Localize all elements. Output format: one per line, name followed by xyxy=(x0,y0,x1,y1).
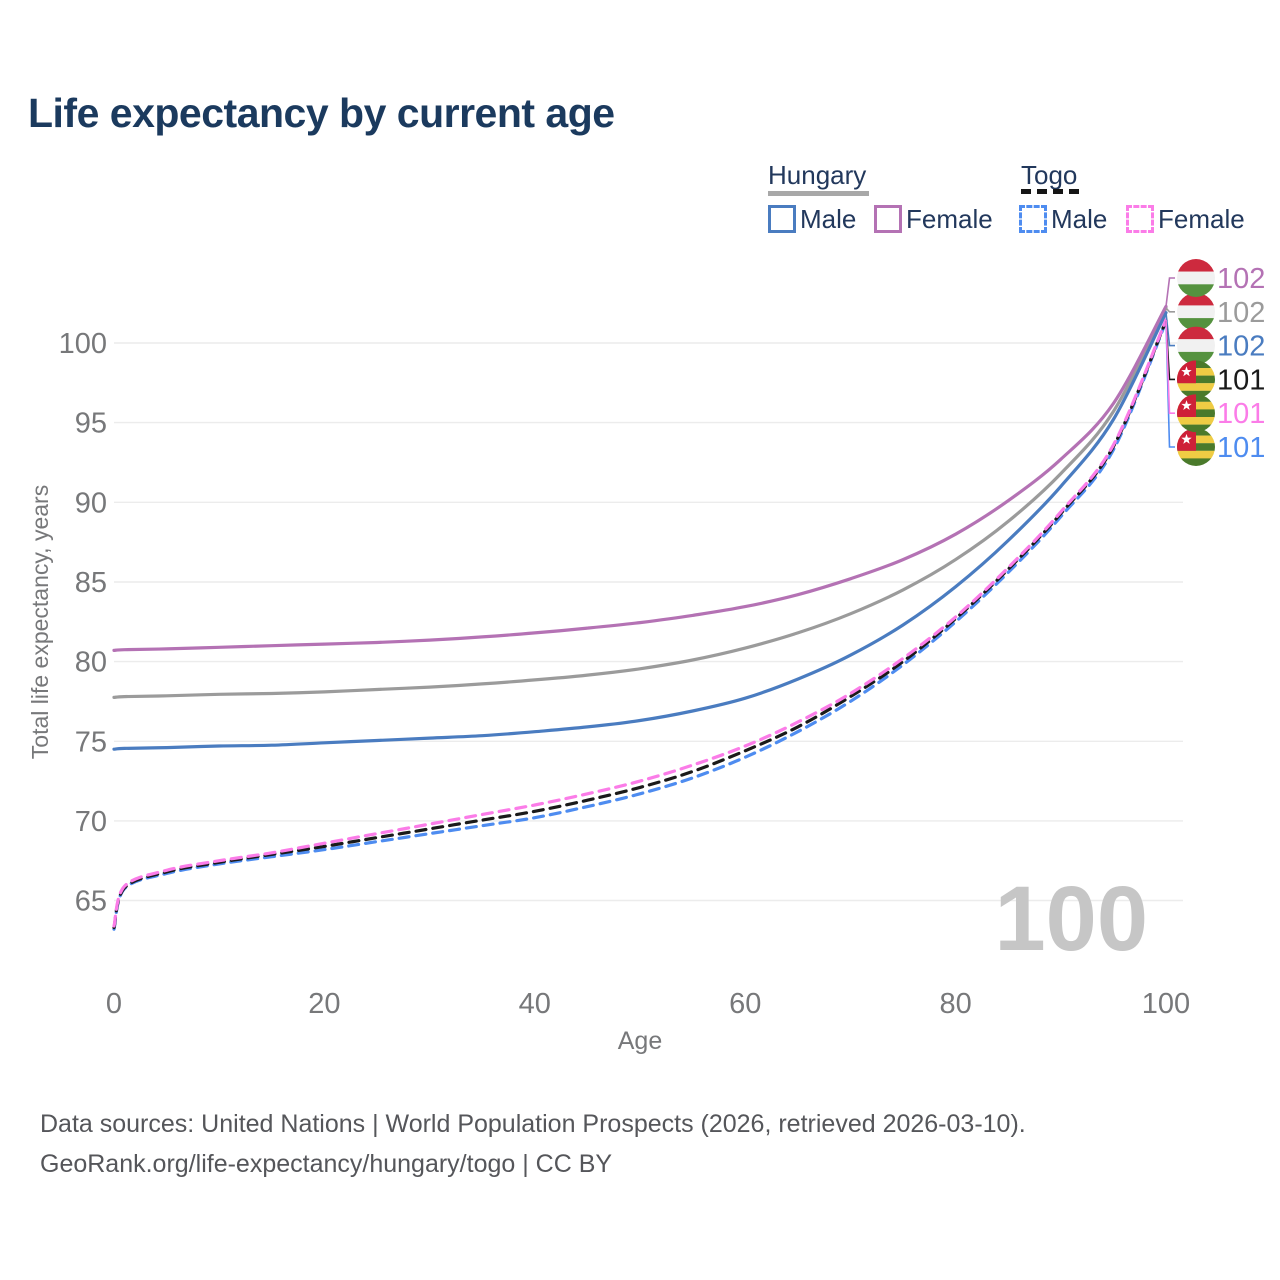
svg-text:100: 100 xyxy=(59,328,107,360)
hungary-solid-line-swatch xyxy=(768,191,869,196)
legend-item-hungary-male[interactable]: Male xyxy=(800,204,857,234)
svg-text:80: 80 xyxy=(939,988,971,1020)
flag-hungary-icon xyxy=(1177,259,1215,297)
svg-text:75: 75 xyxy=(75,726,107,758)
svg-text:80: 80 xyxy=(75,647,107,679)
page-title: Life expectancy by current age xyxy=(28,90,615,136)
flag-hungary-icon xyxy=(1177,326,1215,365)
data-sources-note: Data sources: United Nations | World Pop… xyxy=(40,1110,1026,1138)
series-line-togo-male[interactable] xyxy=(112,319,1168,931)
series-line-hungary-female[interactable] xyxy=(112,304,1168,652)
end-value-label: 101 xyxy=(1217,364,1265,396)
y-axis-ticks: 65 70 75 80 85 90 95 100 xyxy=(59,328,107,918)
svg-text:90: 90 xyxy=(75,487,107,519)
svg-text:100: 100 xyxy=(1142,988,1190,1020)
label-connector xyxy=(1165,312,1175,347)
end-value-label: 102 xyxy=(1217,263,1265,295)
svg-text:40: 40 xyxy=(519,988,551,1020)
end-value-label: 101 xyxy=(1217,398,1265,430)
hungary-female-swatch[interactable] xyxy=(874,205,902,233)
label-connector xyxy=(1165,277,1175,307)
svg-text:70: 70 xyxy=(75,806,107,838)
svg-text:85: 85 xyxy=(75,567,107,599)
hungary-male-swatch[interactable] xyxy=(768,205,796,233)
series-line-togo-female[interactable] xyxy=(112,318,1168,928)
flag-togo-icon xyxy=(1177,360,1215,399)
end-value-label: 102 xyxy=(1217,331,1265,363)
flag-togo-icon xyxy=(1177,394,1215,433)
legend-item-togo-female[interactable]: Female xyxy=(1158,204,1245,234)
flag-hungary-icon xyxy=(1177,292,1215,331)
attribution-note: GeoRank.org/life-expectancy/hungary/togo… xyxy=(40,1150,613,1178)
svg-text:20: 20 xyxy=(308,988,340,1020)
series-line-hungary-both-sexes[interactable] xyxy=(112,306,1168,699)
legend-group-hungary[interactable]: Hungary xyxy=(768,160,867,190)
x-axis-ticks: 0 20 40 60 80 100 xyxy=(106,988,1190,1020)
series-lines xyxy=(112,304,1168,931)
svg-text:60: 60 xyxy=(729,988,761,1020)
legend-item-hungary-female[interactable]: Female xyxy=(906,204,993,234)
label-connector xyxy=(1165,319,1175,414)
togo-male-swatch[interactable] xyxy=(1019,205,1047,233)
chart-legend: Hungary Togo Male Female Male Female xyxy=(0,0,1280,250)
y-axis-title: Total life expectancy, years xyxy=(27,485,53,759)
legend-item-togo-male[interactable]: Male xyxy=(1051,204,1108,234)
svg-text:95: 95 xyxy=(75,408,107,440)
togo-dashed-line-swatch xyxy=(1021,189,1079,194)
legend-group-togo[interactable]: Togo xyxy=(1021,160,1078,190)
label-connector xyxy=(1165,307,1175,313)
end-value-label: 101 xyxy=(1217,432,1265,464)
frame-age-watermark: 100 xyxy=(995,868,1149,970)
series-line-hungary-male[interactable] xyxy=(112,311,1168,751)
svg-text:65: 65 xyxy=(75,886,107,918)
togo-female-swatch[interactable] xyxy=(1126,205,1154,233)
x-axis-title: Age xyxy=(618,1027,662,1055)
end-value-label: 102 xyxy=(1217,297,1265,329)
svg-text:0: 0 xyxy=(106,988,122,1020)
flag-togo-icon xyxy=(1177,428,1215,466)
